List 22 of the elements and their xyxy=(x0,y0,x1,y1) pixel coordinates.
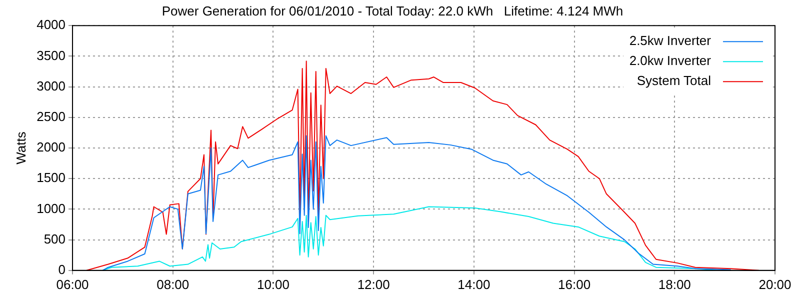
x-tick-label: 10:00 xyxy=(256,276,290,292)
chart-title: Power Generation for 06/01/2010 - Total Today: 22.0 kWh Lifetime: 4.124 MWh xyxy=(162,3,624,18)
legend-label: 2.0kw Inverter xyxy=(629,53,712,68)
x-tick-label: 20:00 xyxy=(758,276,792,292)
x-tick-label: 14:00 xyxy=(458,276,490,292)
y-tick-label: 0 xyxy=(58,262,66,277)
x-tick-label: 18:00 xyxy=(658,276,691,292)
x-tick-label: 08:00 xyxy=(156,276,190,292)
y-tick-label: 3500 xyxy=(36,48,66,63)
y-tick-label: 4000 xyxy=(36,17,66,32)
x-tick-label: 06:00 xyxy=(56,276,89,292)
legend-label: System Total xyxy=(636,73,712,88)
y-tick-label: 3000 xyxy=(36,78,66,94)
x-tick-label: 12:00 xyxy=(357,276,390,292)
y-axis-title: Watts xyxy=(13,131,28,164)
legend-label: 2.5kw Inverter xyxy=(629,33,712,48)
y-tick-label: 2000 xyxy=(36,140,66,155)
y-tick-label: 2500 xyxy=(36,108,66,124)
y-tick-label: 1000 xyxy=(36,200,66,216)
y-tick-label: 500 xyxy=(44,231,66,246)
x-tick-label: 16:00 xyxy=(558,276,591,292)
y-tick-label: 1500 xyxy=(36,170,66,186)
